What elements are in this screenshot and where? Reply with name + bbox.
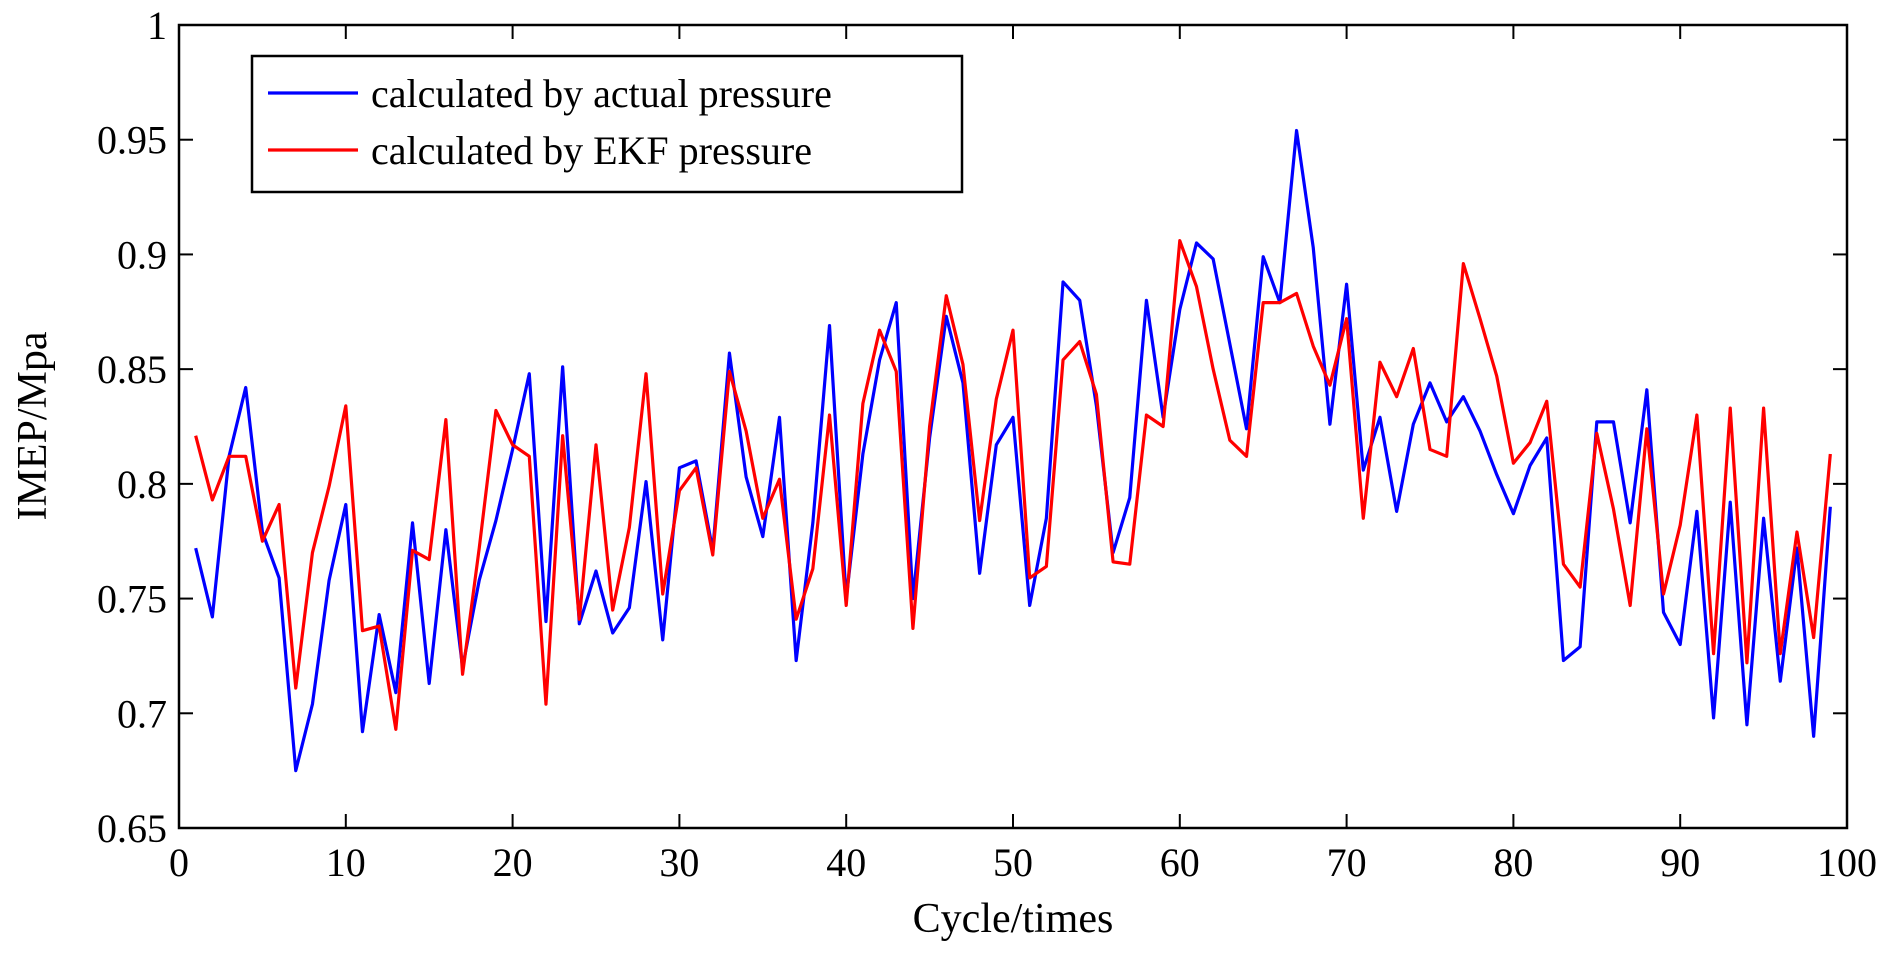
legend-box — [250, 54, 964, 194]
x-tick-label: 30 — [659, 840, 699, 885]
plot-frame — [177, 23, 1849, 830]
x-tick-label: 40 — [826, 840, 866, 885]
y-tick-label: 0.8 — [117, 462, 167, 507]
legend-label-ekf: calculated by EKF pressure — [371, 128, 812, 173]
x-tick-label: 20 — [493, 840, 533, 885]
x-tick-label: 50 — [993, 840, 1033, 885]
x-tick-label: 60 — [1160, 840, 1200, 885]
x-tick-label: 10 — [326, 840, 366, 885]
y-tick-label: 0.75 — [97, 577, 167, 622]
y-tick-label: 0.9 — [117, 232, 167, 277]
y-tick-label: 0.65 — [97, 806, 167, 851]
y-tick-label: 0.95 — [97, 118, 167, 163]
legend-label-actual: calculated by actual pressure — [371, 71, 832, 116]
y-axis-label: IMEP/Mpa — [10, 331, 56, 520]
x-axis-label: Cycle/times — [913, 896, 1114, 942]
x-tick-label: 70 — [1327, 840, 1367, 885]
series-layer — [194, 128, 1832, 773]
x-tick-label: 100 — [1817, 840, 1877, 885]
y-tick-label: 0.85 — [97, 347, 167, 392]
tick-layer: 0 10 20 30 40 50 60 70 80 90 100 0.65 0.7 0.75 0.8 0.85… — [97, 3, 1877, 885]
y-tick-label: 0.7 — [117, 691, 167, 736]
x-tick-label: 80 — [1493, 840, 1533, 885]
y-tick-label: 1 — [147, 3, 167, 48]
series-line-ekf — [194, 239, 1832, 731]
x-tick-label: 0 — [169, 840, 189, 885]
legend: calculated by actual pressure calculated… — [250, 54, 964, 194]
x-tick-label: 90 — [1660, 840, 1700, 885]
